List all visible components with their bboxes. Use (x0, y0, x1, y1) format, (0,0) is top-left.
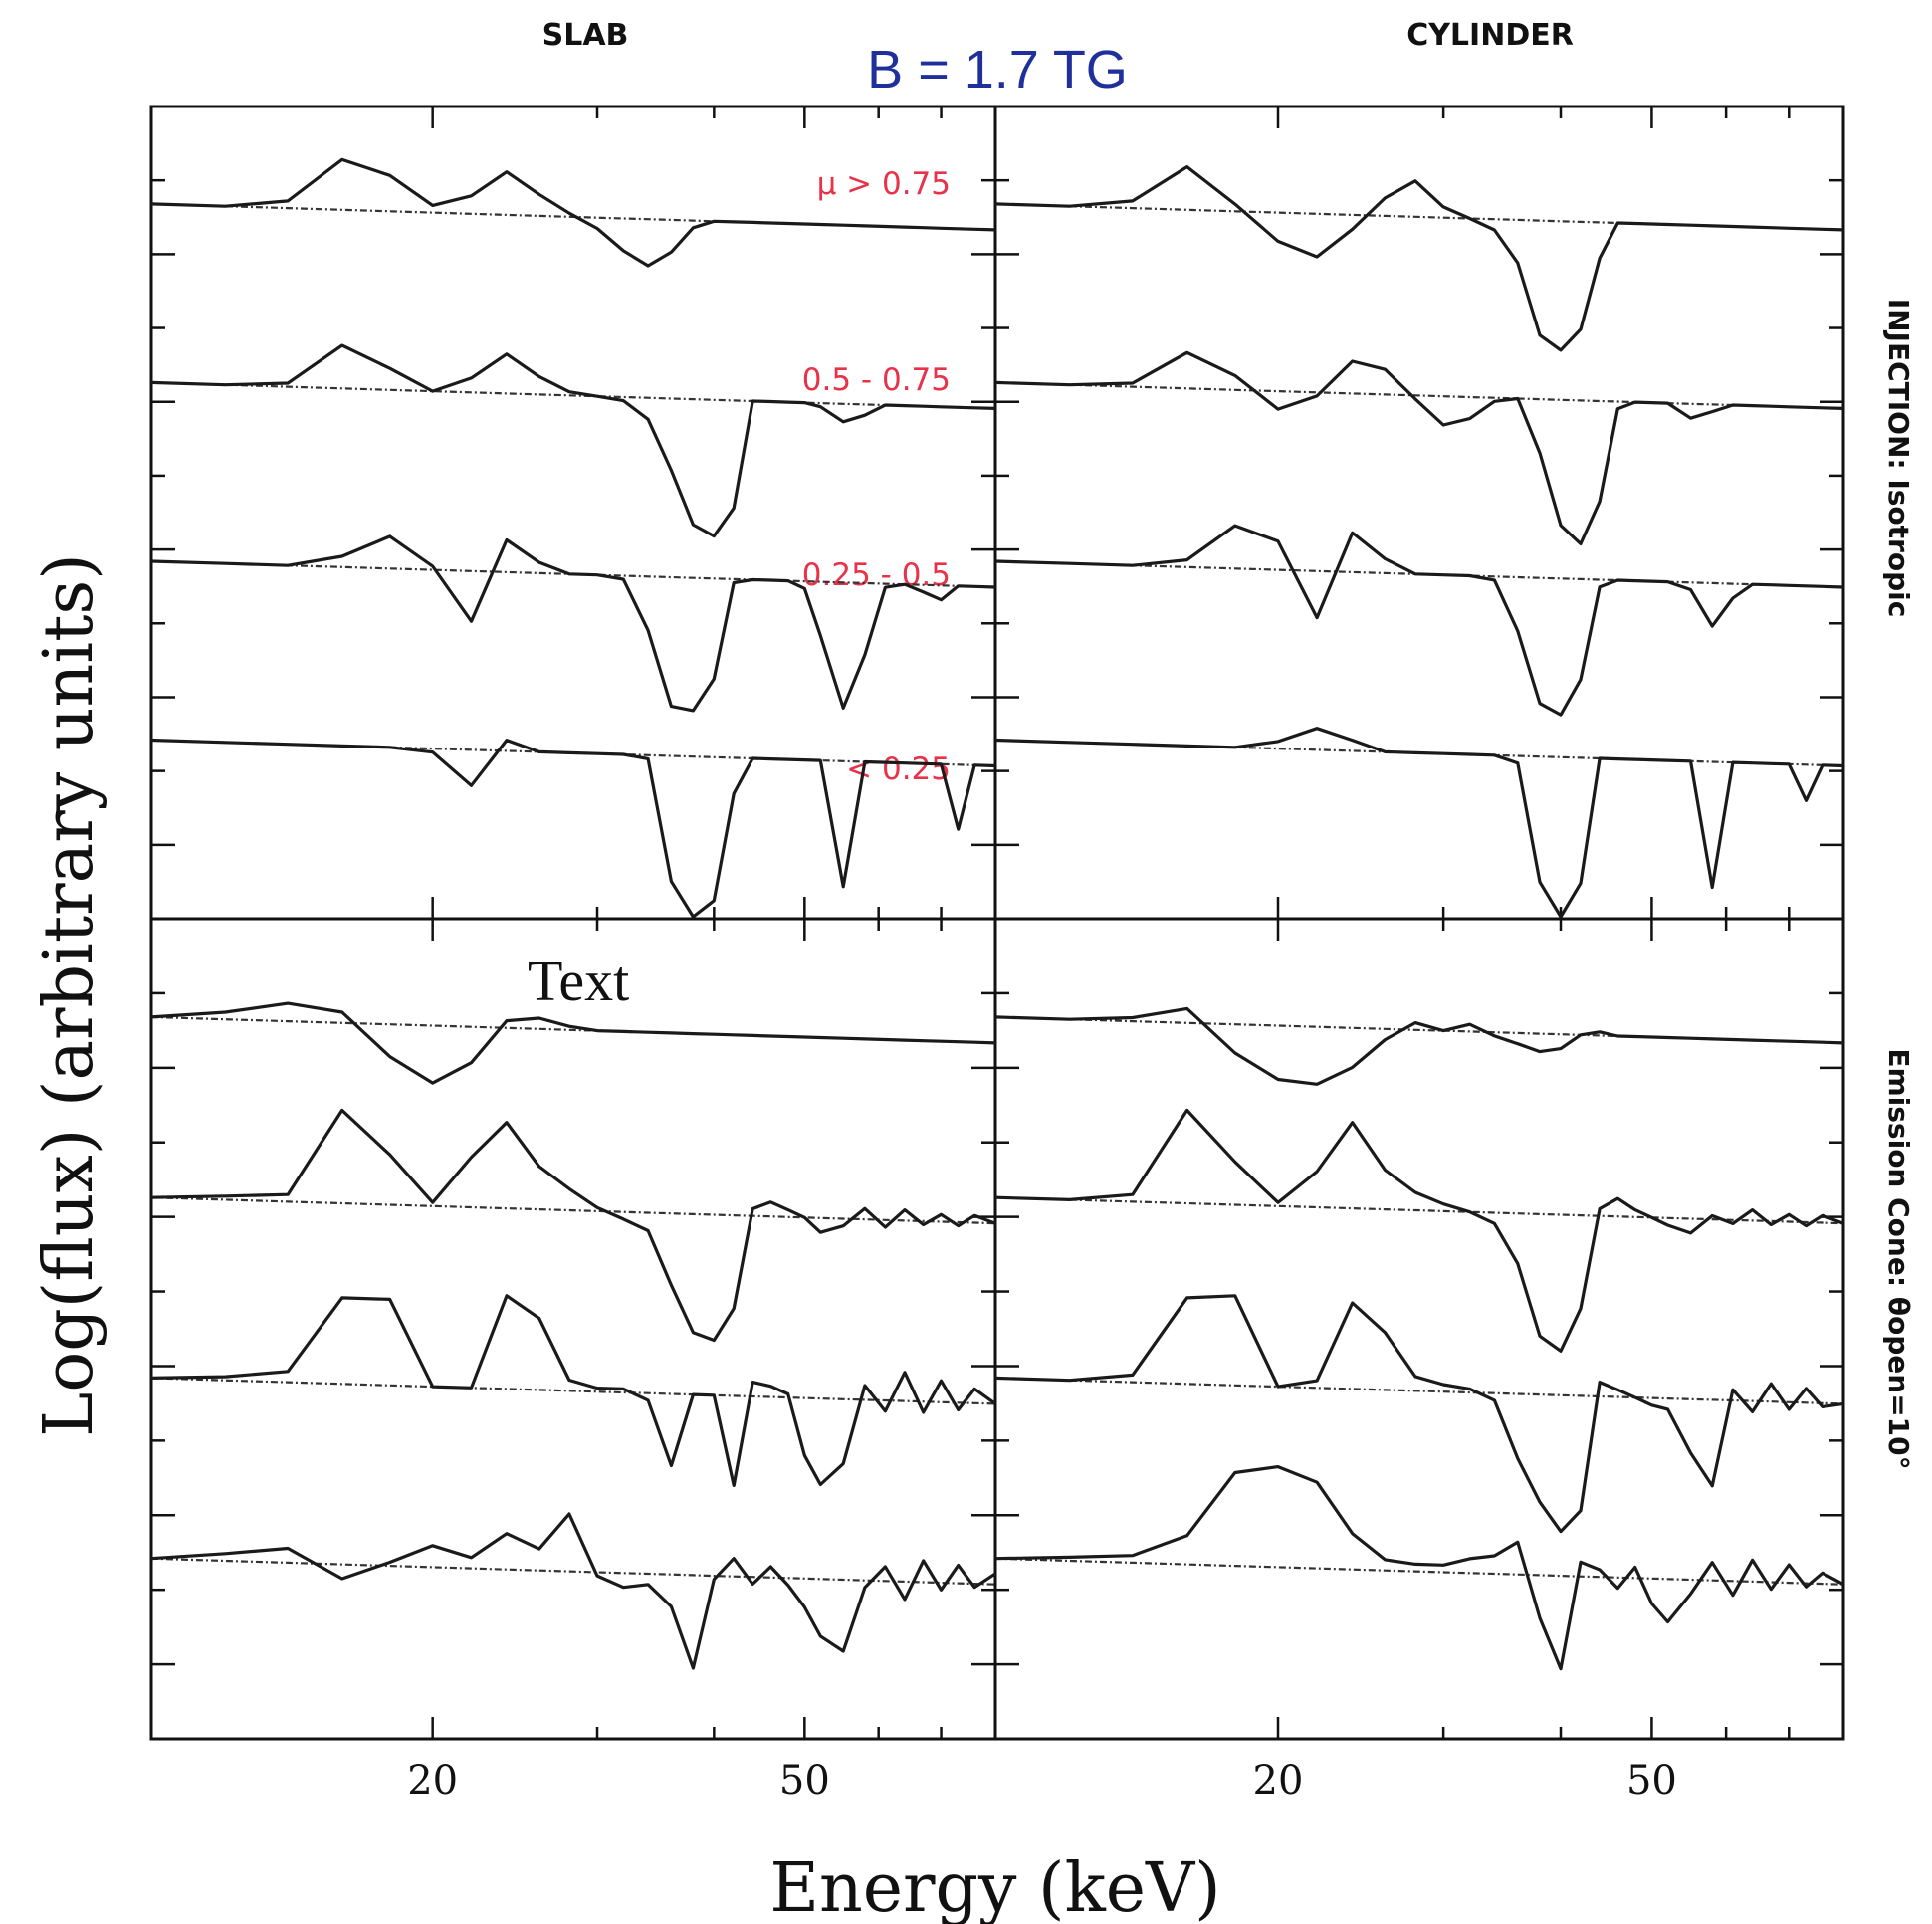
spectra (150, 157, 1844, 1671)
spectrum-line (150, 343, 996, 538)
spectrum-line (150, 157, 996, 268)
spectrum-line (150, 1001, 996, 1085)
x-tick-labels: 20 50 20 50 (407, 1758, 1677, 1804)
continuum-line (994, 1196, 1844, 1225)
axis-ticks (149, 107, 1845, 1739)
x-tick-label: 20 (1253, 1758, 1304, 1804)
spectrum-line (150, 534, 996, 713)
continuum-line (150, 381, 996, 410)
spectrum-line (994, 1108, 1844, 1353)
mu-label-1: μ > 0.75 (817, 166, 951, 202)
continuum-line (150, 1196, 996, 1225)
x-tick-label: 50 (1626, 1758, 1677, 1804)
panel-slab-emission-cone (150, 1001, 996, 1670)
continuum-line (150, 559, 996, 589)
row-label-emission-cone: Emission Cone: θopen=10° (1882, 1048, 1915, 1469)
continuum-line (994, 1557, 1844, 1586)
panel-cylinder-injection (994, 165, 1844, 919)
spectrum-line (994, 1006, 1844, 1086)
spectrum-line (994, 727, 1844, 919)
spectrum-line (994, 165, 1844, 352)
panel-slab-injection (150, 157, 996, 919)
plot-frame (149, 105, 1845, 1741)
text-annotation: Text (528, 949, 629, 1013)
panel-cylinder-emission-cone (994, 1006, 1844, 1671)
spectrum-line (994, 524, 1844, 717)
y-axis-label: Log(flux) (arbitrary units) (30, 553, 108, 1437)
x-axis-label: Energy (keV) (769, 1849, 1220, 1924)
row-label-injection: INJECTION: Isotropic (1882, 299, 1915, 618)
magnetic-field-label: B = 1.7 TG (867, 40, 1128, 100)
spectrum-line (994, 1465, 1844, 1671)
x-tick-label: 50 (779, 1758, 830, 1804)
continuum-line (150, 1557, 996, 1586)
continuum-line (994, 1377, 1844, 1405)
spectrum-line (994, 350, 1844, 545)
x-tick-label: 20 (407, 1758, 458, 1804)
mu-label-2: 0.5 - 0.75 (802, 362, 951, 398)
spectrum-line (150, 1294, 996, 1487)
header-slab: SLAB (542, 18, 629, 53)
spectrum-line (150, 1512, 996, 1670)
spectrum-line (150, 1108, 996, 1343)
continuum-line (150, 739, 996, 767)
header-cylinder: CYLINDER (1406, 18, 1574, 53)
spectrum-line (150, 738, 996, 919)
spectrum-line (994, 1294, 1844, 1534)
mu-label-3: 0.25 - 0.5 (802, 557, 951, 593)
